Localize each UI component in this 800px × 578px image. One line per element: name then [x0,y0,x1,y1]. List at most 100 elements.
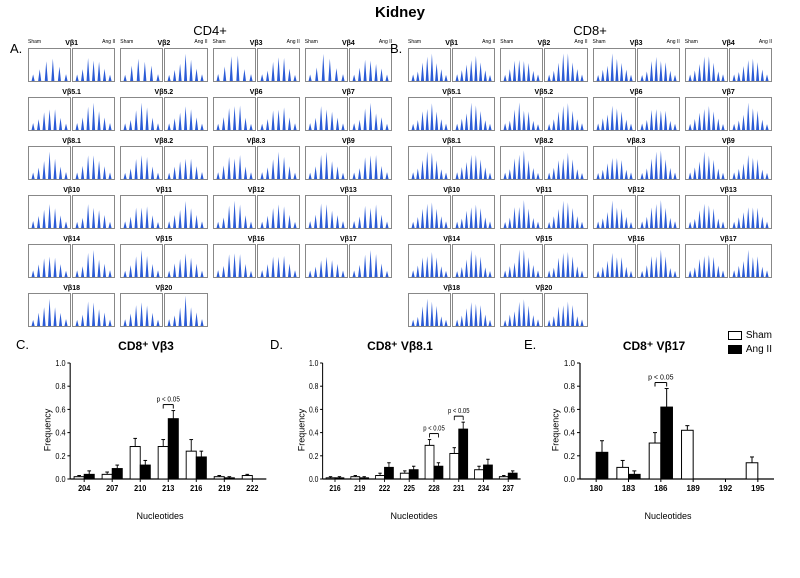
svg-text:189: 189 [686,484,700,493]
svg-text:0.2: 0.2 [564,452,576,461]
spectra-Vb7: Vβ7 [305,89,392,135]
spectra-Vb2: ShamVβ2Ang II [500,40,587,86]
spectra-Vb11: Vβ11 [120,187,207,233]
spectra-Vb4: ShamVβ4Ang II [685,40,772,86]
spectra-Vb6: Vβ6 [593,89,680,135]
spectratype-panels: A. CD4+ ShamVβ1Ang IIShamVβ2Ang IIShamVβ… [0,21,800,331]
spectra-Vb16: Vβ16 [213,236,300,282]
svg-text:225: 225 [404,483,415,493]
spectra-Vb15: Vβ15 [500,236,587,282]
svg-text:0.4: 0.4 [564,429,576,438]
spectra-Vb8_1: Vβ8.1 [408,138,495,184]
svg-text:0.6: 0.6 [55,405,65,414]
spectra-Vb12: Vβ12 [213,187,300,233]
panel-B: B. CD8+ ShamVβ1Ang IIShamVβ2Ang IIShamVβ… [408,23,772,331]
svg-text:222: 222 [379,483,390,493]
spectra-Vb8_3: Vβ8.3 [593,138,680,184]
spectra-Vb20: Vβ20 [500,285,587,331]
chart-C-plot: Frequency 0.00.20.40.60.81.0204207210213… [50,355,270,505]
svg-text:1.0: 1.0 [309,358,318,368]
chart-D-letter: D. [270,337,283,352]
svg-text:0.2: 0.2 [309,451,318,461]
chart-C-letter: C. [16,337,29,352]
spectra-Vb13: Vβ13 [685,187,772,233]
svg-text:231: 231 [453,483,464,493]
legend-swatch-sham [728,331,742,340]
svg-text:228: 228 [428,483,439,493]
spectra-Vb14: Vβ14 [28,236,115,282]
svg-text:1.0: 1.0 [564,359,576,368]
svg-text:1.0: 1.0 [55,359,65,368]
spectra-Vb9: Vβ9 [685,138,772,184]
chart-C-ylabel: Frequency [42,409,52,452]
panel-B-heading: CD8+ [408,23,772,38]
spectra-Vb12: Vβ12 [593,187,680,233]
panel-A-letter: A. [10,41,22,56]
svg-text:207: 207 [106,484,118,493]
svg-text:0.0: 0.0 [55,475,65,484]
chart-E-plot: Frequency 0.00.20.40.60.81.0180183186189… [558,355,778,505]
spectra-Vb5_1: Vβ5.1 [28,89,115,135]
svg-text:p < 0.05: p < 0.05 [423,425,445,433]
chart-D-plot: Frequency 0.00.20.40.60.81.0216219222225… [304,355,524,505]
svg-text:0.4: 0.4 [55,428,66,437]
legend-sham: Sham [728,330,772,341]
spectra-Vb5_2: Vβ5.2 [500,89,587,135]
spectra-Vb17: Vβ17 [305,236,392,282]
chart-E-letter: E. [524,337,536,352]
spectra-Vb1: ShamVβ1Ang II [408,40,495,86]
spectra-Vb18: Vβ18 [408,285,495,331]
legend: Sham Ang II [728,330,772,358]
chart-D-title: CD8⁺ Vβ8.1 [276,339,524,353]
bar-charts: C. CD8⁺ Vβ3 Frequency 0.00.20.40.60.81.0… [0,331,800,521]
chart-E: E. CD8⁺ Vβ17 Frequency 0.00.20.40.60.81.… [530,339,778,521]
svg-text:192: 192 [719,484,733,493]
svg-text:0.2: 0.2 [55,452,65,461]
svg-text:204: 204 [78,484,91,493]
spectra-Vb13: Vβ13 [305,187,392,233]
svg-text:0.4: 0.4 [309,428,318,438]
svg-text:216: 216 [190,484,202,493]
spectra-Vb3: ShamVβ3Ang II [593,40,680,86]
chart-E-xlabel: Nucleotides [558,511,778,521]
svg-text:0.0: 0.0 [564,475,576,484]
spectra-Vb5_1: Vβ5.1 [408,89,495,135]
chart-D-xlabel: Nucleotides [304,511,524,521]
spectra-Vb20: Vβ20 [120,285,207,331]
spectra-Vb3: ShamVβ3Ang II [213,40,300,86]
svg-text:195: 195 [751,484,765,493]
spectra-Vb8_2: Vβ8.2 [500,138,587,184]
spectra-Vb15: Vβ15 [120,236,207,282]
chart-D-ylabel: Frequency [296,409,306,452]
spectra-Vb5_2: Vβ5.2 [120,89,207,135]
panel-A: A. CD4+ ShamVβ1Ang IIShamVβ2Ang IIShamVβ… [28,23,392,331]
svg-text:219: 219 [218,484,230,493]
spectra-Vb1: ShamVβ1Ang II [28,40,115,86]
svg-text:0.8: 0.8 [564,382,576,391]
svg-text:219: 219 [354,483,365,493]
spectra-Vb10: Vβ10 [28,187,115,233]
spectra-Vb7: Vβ7 [685,89,772,135]
svg-text:210: 210 [134,484,146,493]
svg-text:0.8: 0.8 [55,382,65,391]
svg-text:0.8: 0.8 [309,382,318,392]
svg-text:0.6: 0.6 [309,405,318,415]
spectra-Vb4: ShamVβ4Ang II [305,40,392,86]
spectra-Vb8_3: Vβ8.3 [213,138,300,184]
svg-text:222: 222 [246,484,258,493]
legend-label-angii: Ang II [746,344,772,355]
svg-text:p < 0.05: p < 0.05 [157,396,181,403]
chart-D: D. CD8⁺ Vβ8.1 Frequency 0.00.20.40.60.81… [276,339,524,521]
legend-angii: Ang II [728,344,772,355]
spectra-Vb8_2: Vβ8.2 [120,138,207,184]
svg-text:0.0: 0.0 [309,474,318,484]
spectra-Vb8_1: Vβ8.1 [28,138,115,184]
figure-title: Kidney [0,0,800,21]
panel-B-letter: B. [390,41,402,56]
spectra-Vb16: Vβ16 [593,236,680,282]
svg-text:180: 180 [589,484,603,493]
spectra-Vb17: Vβ17 [685,236,772,282]
svg-text:0.6: 0.6 [564,405,576,414]
svg-text:p < 0.05: p < 0.05 [648,375,674,382]
chart-C: C. CD8⁺ Vβ3 Frequency 0.00.20.40.60.81.0… [22,339,270,521]
